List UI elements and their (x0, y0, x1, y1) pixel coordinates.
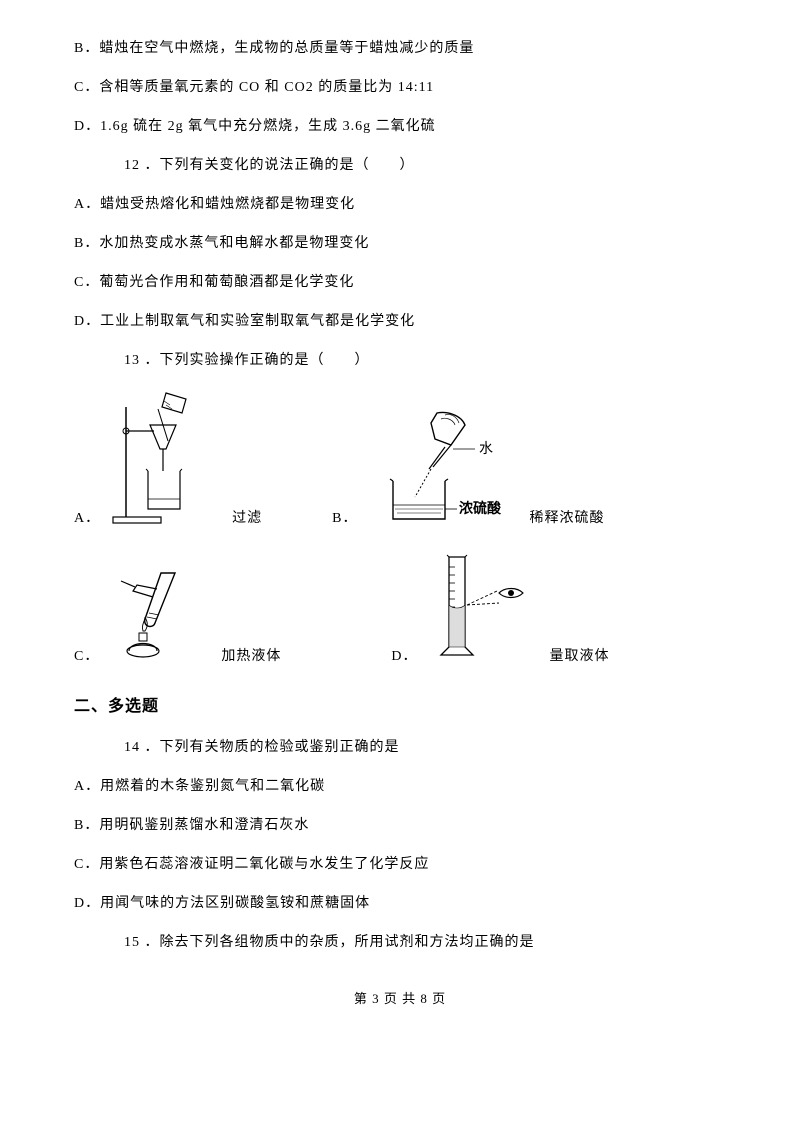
q13-c-letter: C． (74, 646, 99, 667)
measure-liquid-diagram-icon (425, 547, 535, 667)
option-d-top: D．1.6g 硫在 2g 氧气中充分燃烧，生成 3.6g 二氧化硫 (74, 116, 750, 137)
q14-option-c: C．用紫色石蕊溶液证明二氧化碳与水发生了化学反应 (74, 854, 750, 875)
page-footer: 第 3 页 共 8 页 (50, 989, 750, 1009)
option-c-top: C．含相等质量氧元素的 CO 和 CO2 的质量比为 14:11 (74, 77, 750, 98)
dilute-acid-diagram-icon: 水 浓硫酸 (365, 409, 515, 529)
q14-option-d: D．用闻气味的方法区别碳酸氢铵和蔗糖固体 (74, 893, 750, 914)
q13-images-row-1: A． (74, 389, 750, 529)
heating-liquid-diagram-icon (107, 567, 207, 667)
question-15: 15 ．除去下列各组物质中的杂质，所用试剂和方法均正确的是 (124, 932, 750, 953)
section-2-header: 二、多选题 (74, 695, 750, 719)
q13-c-caption: 加热液体 (221, 646, 281, 667)
question-14: 14 ．下列有关物质的检验或鉴别正确的是 (124, 737, 750, 758)
q13-item-d: D． (391, 547, 609, 667)
question-13: 13 ．下列实验操作正确的是（ ） (124, 350, 750, 371)
q13-item-a: A． (74, 389, 262, 529)
option-b-top: B．蜡烛在空气中燃烧，生成物的总质量等于蜡烛减少的质量 (74, 38, 750, 59)
q13-d-caption: 量取液体 (549, 646, 609, 667)
q13-item-c: C． 加热液体 (74, 567, 281, 667)
question-12: 12 ．下列有关变化的说法正确的是（ ） (124, 155, 750, 176)
q13-item-b: B． 水 (332, 409, 604, 529)
q12-option-d: D．工业上制取氧气和实验室制取氧气都是化学变化 (74, 311, 750, 332)
q13-a-caption: 过滤 (232, 508, 262, 529)
water-label: 水 (479, 441, 493, 457)
q12-option-b: B．水加热变成水蒸气和电解水都是物理变化 (74, 233, 750, 254)
q12-option-a: A．蜡烛受热熔化和蜡烛燃烧都是物理变化 (74, 194, 750, 215)
q14-option-a: A．用燃着的木条鉴别氮气和二氧化碳 (74, 776, 750, 797)
q14-option-b: B．用明矾鉴别蒸馏水和澄清石灰水 (74, 815, 750, 836)
q13-b-letter: B． (332, 508, 357, 529)
q13-images-row-2: C． 加热液体 D． (74, 547, 750, 667)
q13-d-letter: D． (391, 646, 417, 667)
q13-b-caption: 稀释浓硫酸 (529, 508, 604, 529)
q13-a-letter: A． (74, 508, 100, 529)
acid-label: 浓硫酸 (459, 500, 502, 517)
filtration-diagram-icon (108, 389, 218, 529)
q12-option-c: C．葡萄光合作用和葡萄酿酒都是化学变化 (74, 272, 750, 293)
